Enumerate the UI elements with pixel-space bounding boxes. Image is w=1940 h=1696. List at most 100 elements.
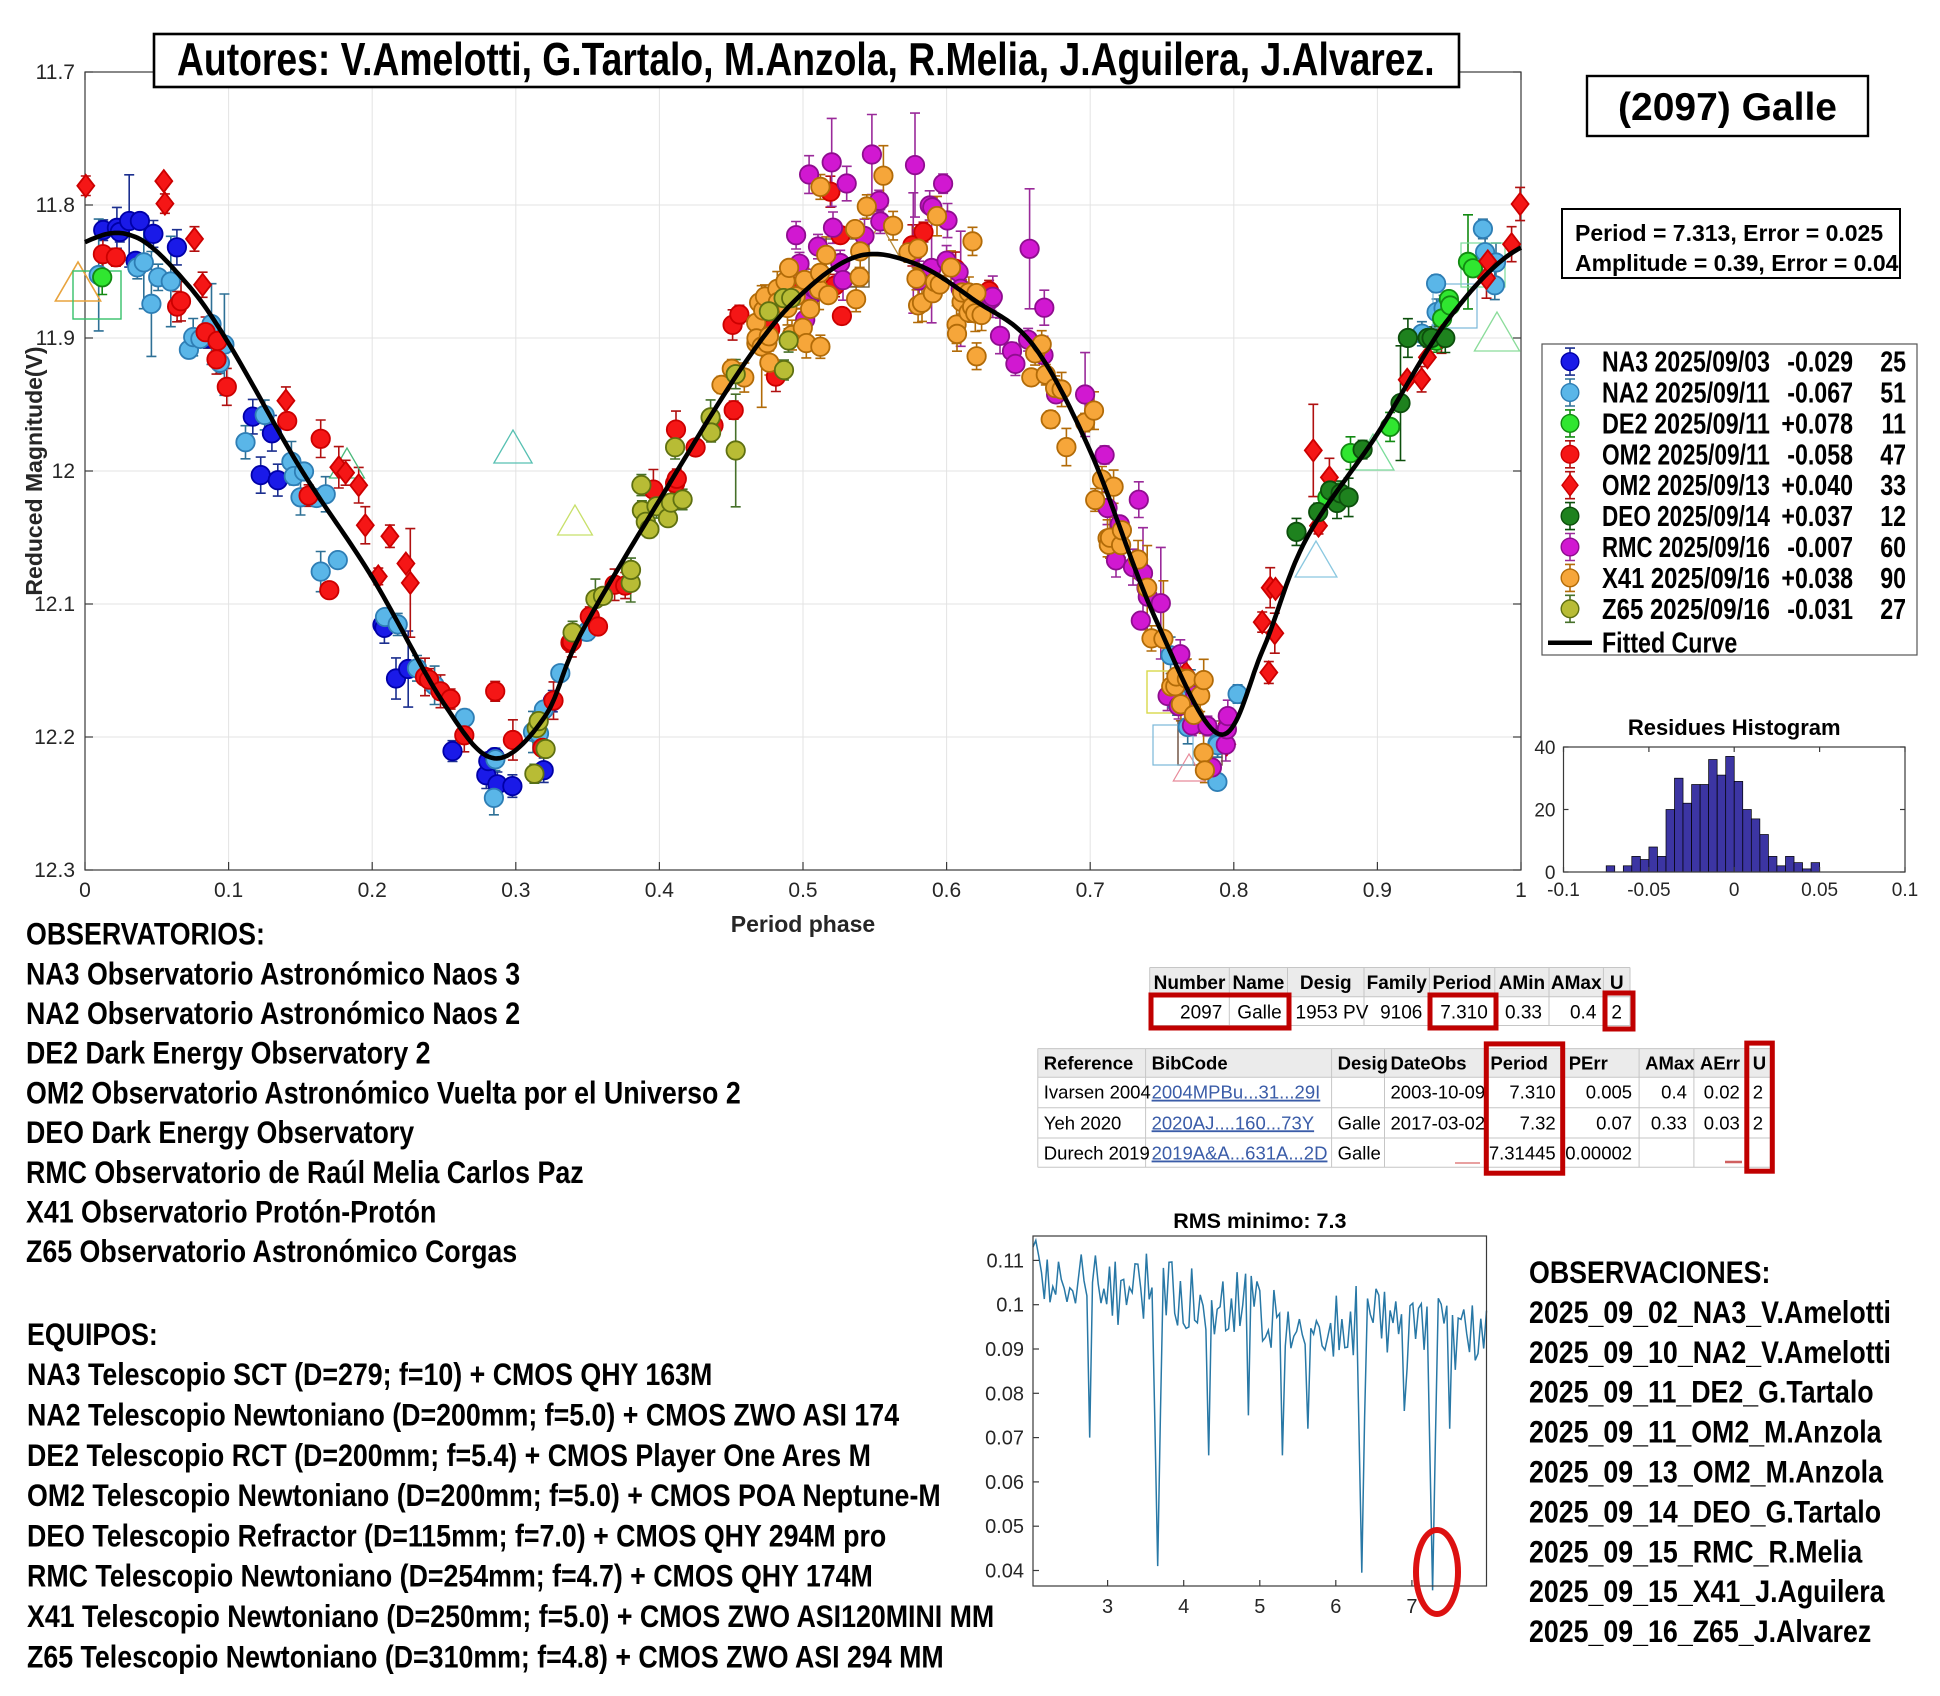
svg-text:11.9: 11.9	[36, 327, 75, 350]
svg-text:25: 25	[1880, 345, 1906, 378]
svg-text:27: 27	[1880, 592, 1906, 625]
svg-text:(2097) Galle: (2097) Galle	[1618, 86, 1837, 129]
svg-text:U: U	[1610, 973, 1624, 994]
svg-text:NA2 2025/09/11: NA2 2025/09/11	[1602, 376, 1770, 409]
svg-text:-0.031: -0.031	[1787, 592, 1853, 625]
svg-text:0.9: 0.9	[1363, 879, 1392, 902]
svg-text:51: 51	[1880, 376, 1906, 409]
svg-text:0.09: 0.09	[985, 1339, 1024, 1361]
svg-text:-0.007: -0.007	[1787, 530, 1853, 563]
svg-text:2025_09_11_OM2_M.Anzola: 2025_09_11_OM2_M.Anzola	[1529, 1416, 1882, 1450]
svg-text:BibCode: BibCode	[1152, 1053, 1228, 1074]
svg-text:-0.067: -0.067	[1787, 376, 1853, 409]
svg-text:2019A&A...631A...2D: 2019A&A...631A...2D	[1152, 1143, 1328, 1164]
svg-text:OBSERVATORIOS:: OBSERVATORIOS:	[26, 918, 265, 952]
svg-text:OM2 2025/09/13: OM2 2025/09/13	[1602, 468, 1770, 501]
svg-text:+0.078: +0.078	[1781, 407, 1853, 440]
svg-text:RMC 2025/09/16: RMC 2025/09/16	[1602, 532, 1770, 563]
svg-text:Period = 7.313, Error = 0.025: Period = 7.313, Error = 0.025	[1575, 220, 1883, 246]
svg-text:0.04: 0.04	[985, 1561, 1024, 1583]
svg-text:0.02: 0.02	[1704, 1082, 1740, 1103]
svg-text:OM2 2025/09/11: OM2 2025/09/11	[1602, 438, 1770, 471]
svg-text:Fitted Curve: Fitted Curve	[1602, 626, 1737, 659]
svg-text:2025_09_10_NA2_V.Amelotti: 2025_09_10_NA2_V.Amelotti	[1529, 1336, 1891, 1370]
svg-text:Family: Family	[1367, 973, 1428, 994]
svg-text:5: 5	[1254, 1596, 1265, 1618]
svg-text:0.1: 0.1	[996, 1295, 1024, 1317]
svg-text:12.2: 12.2	[34, 726, 75, 749]
svg-text:2025_09_11_DE2_G.Tartalo: 2025_09_11_DE2_G.Tartalo	[1529, 1376, 1874, 1410]
svg-text:2025_09_14_DEO_G.Tartalo: 2025_09_14_DEO_G.Tartalo	[1529, 1495, 1881, 1529]
svg-text:0.2: 0.2	[358, 879, 387, 902]
svg-text:11.7: 11.7	[36, 61, 75, 84]
svg-text:40: 40	[1534, 738, 1555, 759]
svg-text:33: 33	[1880, 469, 1906, 502]
svg-text:0.4: 0.4	[645, 879, 675, 902]
svg-text:NA3 Telescopio SCT (D=279; f=1: NA3 Telescopio SCT (D=279; f=10) + CMOS …	[27, 1358, 712, 1392]
svg-text:0: 0	[79, 879, 91, 902]
svg-text:0.03: 0.03	[1704, 1112, 1740, 1133]
svg-text:2004MPBu...31...29I: 2004MPBu...31...29I	[1152, 1082, 1321, 1103]
svg-text:Name: Name	[1233, 973, 1285, 994]
svg-text:0: 0	[1545, 863, 1556, 884]
svg-text:90: 90	[1880, 561, 1906, 594]
svg-text:-0.058: -0.058	[1787, 438, 1853, 471]
svg-text:0.1: 0.1	[1892, 880, 1918, 901]
svg-text:0.05: 0.05	[985, 1516, 1024, 1538]
svg-text:47: 47	[1880, 438, 1906, 471]
svg-text:0.5: 0.5	[788, 879, 817, 902]
svg-text:Period: Period	[1433, 973, 1492, 994]
svg-text:Galle: Galle	[1338, 1112, 1381, 1133]
svg-text:0.1: 0.1	[214, 879, 243, 902]
svg-text:Galle: Galle	[1237, 1002, 1281, 1023]
svg-text:Yeh 2020: Yeh 2020	[1044, 1112, 1122, 1133]
svg-text:0.3: 0.3	[501, 879, 530, 902]
svg-text:Ivarsen 2004: Ivarsen 2004	[1044, 1082, 1151, 1103]
svg-text:Autores: V.Amelotti, G.Tartalo: Autores: V.Amelotti, G.Tartalo, M.Anzola…	[177, 33, 1435, 85]
svg-text:2025_09_16_Z65_J.Alvarez: 2025_09_16_Z65_J.Alvarez	[1529, 1615, 1871, 1649]
svg-text:7.310: 7.310	[1440, 1002, 1488, 1023]
svg-text:9106: 9106	[1380, 1002, 1422, 1023]
svg-text:AErr: AErr	[1700, 1053, 1740, 1074]
svg-text:NA2 Observatorio Astronómico N: NA2 Observatorio Astronómico Naos 2	[26, 997, 520, 1031]
svg-text:PErr: PErr	[1569, 1053, 1608, 1074]
svg-text:0.06: 0.06	[985, 1472, 1024, 1494]
svg-text:12.1: 12.1	[34, 593, 75, 616]
svg-text:Residues Histogram: Residues Histogram	[1628, 715, 1841, 740]
svg-text:DateObs: DateObs	[1391, 1053, 1467, 1074]
svg-text:0.33: 0.33	[1505, 1002, 1542, 1023]
svg-text:0.05: 0.05	[1801, 880, 1838, 901]
svg-text:NA2 Telescopio Newtoniano (D=2: NA2 Telescopio Newtoniano (D=200mm; f=5.…	[27, 1399, 900, 1433]
svg-text:60: 60	[1880, 530, 1906, 563]
svg-text:+0.040: +0.040	[1781, 469, 1853, 502]
svg-text:2003-10-09: 2003-10-09	[1391, 1082, 1486, 1103]
svg-text:-0.029: -0.029	[1787, 345, 1853, 378]
svg-text:6: 6	[1330, 1596, 1341, 1618]
svg-text:DE2 Dark Energy Observatory 2: DE2 Dark Energy Observatory 2	[26, 1037, 431, 1071]
svg-text:0.4: 0.4	[1661, 1082, 1687, 1103]
svg-text:Z65 2025/09/16: Z65 2025/09/16	[1602, 593, 1770, 626]
svg-text:11: 11	[1881, 407, 1906, 440]
svg-text:0.8: 0.8	[1219, 879, 1248, 902]
svg-text:Period phase: Period phase	[731, 911, 875, 937]
svg-text:2025_09_15_X41_J.Aguilera: 2025_09_15_X41_J.Aguilera	[1529, 1575, 1885, 1609]
svg-text:12: 12	[52, 460, 75, 483]
svg-text:NA3 Observatorio Astronómico N: NA3 Observatorio Astronómico Naos 3	[26, 957, 520, 991]
svg-text:0.7: 0.7	[1076, 879, 1105, 902]
svg-text:Desig: Desig	[1300, 973, 1352, 994]
svg-text:OBSERVACIONES:: OBSERVACIONES:	[1529, 1256, 1770, 1290]
svg-text:OM2 Telescopio Newtoniano (D=2: OM2 Telescopio Newtoniano (D=200mm; f=5.…	[27, 1479, 941, 1513]
svg-text:U: U	[1753, 1053, 1766, 1074]
svg-text:+0.037: +0.037	[1781, 500, 1853, 533]
svg-text:0.4: 0.4	[1570, 1002, 1597, 1023]
svg-text:Desig: Desig	[1338, 1053, 1388, 1074]
svg-text:DE2 Telescopio RCT (D=200mm; f: DE2 Telescopio RCT (D=200mm; f=5.4) + CM…	[27, 1439, 871, 1473]
svg-text:X41 Observatorio Protón-Protón: X41 Observatorio Protón-Protón	[26, 1196, 436, 1230]
svg-text:1: 1	[1515, 879, 1527, 902]
svg-text:0.11: 0.11	[987, 1250, 1024, 1272]
svg-text:AMax: AMax	[1551, 973, 1602, 994]
svg-text:0.07: 0.07	[1596, 1112, 1632, 1133]
svg-text:AMin: AMin	[1499, 973, 1545, 994]
svg-text:2025_09_13_OM2_M.Anzola: 2025_09_13_OM2_M.Anzola	[1529, 1456, 1884, 1490]
svg-text:4: 4	[1178, 1596, 1189, 1618]
